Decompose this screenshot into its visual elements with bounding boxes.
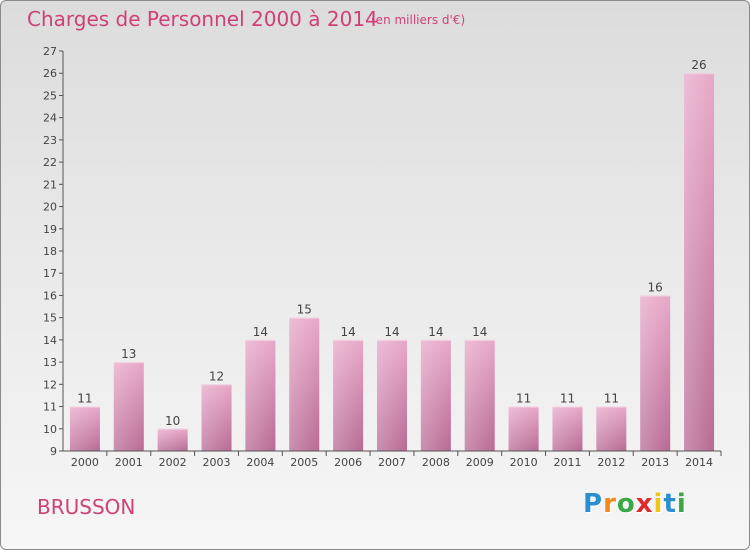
x-tick-label: 2011 bbox=[553, 456, 581, 469]
bar-value-label: 15 bbox=[297, 303, 312, 317]
bar-highlight bbox=[289, 317, 320, 451]
x-tick-label: 2000 bbox=[71, 456, 99, 469]
bar-highlight bbox=[420, 339, 451, 451]
x-tick-label: 2008 bbox=[422, 456, 450, 469]
y-tick-label: 14 bbox=[43, 334, 57, 347]
logo-letter: t bbox=[663, 489, 677, 519]
logo-letter: i bbox=[653, 489, 664, 519]
y-tick-label: 26 bbox=[43, 67, 57, 80]
y-tick-label: 13 bbox=[43, 356, 57, 369]
y-tick-label: 19 bbox=[43, 223, 57, 236]
bar-value-label: 26 bbox=[691, 58, 706, 72]
bar-value-label: 11 bbox=[77, 392, 92, 406]
bar-highlight bbox=[245, 339, 276, 451]
y-tick-label: 24 bbox=[43, 112, 57, 125]
y-tick-label: 23 bbox=[43, 134, 57, 147]
y-tick-label: 21 bbox=[43, 178, 57, 191]
bar-highlight bbox=[333, 339, 364, 451]
x-tick-label: 2006 bbox=[334, 456, 362, 469]
bar-highlight bbox=[508, 406, 539, 451]
x-tick-label: 2012 bbox=[597, 456, 625, 469]
chart-unit-note: (en milliers d'€) bbox=[371, 13, 466, 27]
bar-highlight bbox=[640, 295, 671, 451]
logo-letter: r bbox=[603, 489, 617, 519]
bar-highlight bbox=[113, 362, 144, 451]
bar-highlight bbox=[684, 73, 715, 451]
y-tick-label: 12 bbox=[43, 378, 57, 391]
logo-letter: P bbox=[583, 489, 604, 519]
proxiti-logo: Proxiti bbox=[583, 489, 687, 519]
y-tick-label: 15 bbox=[43, 312, 57, 325]
y-tick-label: 27 bbox=[43, 45, 57, 58]
y-tick-label: 16 bbox=[43, 289, 57, 302]
bar-highlight bbox=[157, 428, 188, 451]
bar-value-label: 14 bbox=[472, 325, 487, 339]
logo-letter: x bbox=[635, 489, 654, 519]
y-tick-label: 18 bbox=[43, 245, 57, 258]
y-tick-label: 11 bbox=[43, 401, 57, 414]
bar-value-label: 14 bbox=[428, 325, 443, 339]
chart-title: Charges de Personnel 2000 à 2014 bbox=[27, 7, 378, 31]
x-tick-label: 2009 bbox=[466, 456, 494, 469]
y-axis: 9 10 11 12 13 14 15 16 17 18 19 20 21 22 23 24 25 26 27 bbox=[43, 45, 64, 458]
logo-letter: o bbox=[616, 489, 636, 519]
bar-value-label: 11 bbox=[604, 392, 619, 406]
x-tick-label: 2005 bbox=[290, 456, 318, 469]
x-tick-label: 2014 bbox=[685, 456, 713, 469]
x-tick-label: 2013 bbox=[641, 456, 669, 469]
bar-value-label: 14 bbox=[253, 325, 268, 339]
y-tick-label: 10 bbox=[43, 423, 57, 436]
bars-group: 11 13 10 12 14 15 14 14 14 14 11 11 11 16 26 bbox=[69, 58, 715, 451]
bar-value-label: 13 bbox=[121, 347, 136, 361]
x-tick-label: 2002 bbox=[159, 456, 187, 469]
bar-value-label: 11 bbox=[560, 392, 575, 406]
bar-value-label: 16 bbox=[648, 280, 663, 294]
bar-value-label: 14 bbox=[384, 325, 399, 339]
bar-value-label: 14 bbox=[340, 325, 355, 339]
bar-value-label: 11 bbox=[516, 392, 531, 406]
bar-highlight bbox=[69, 406, 100, 451]
bar-highlight bbox=[464, 339, 495, 451]
logo-letter: i bbox=[676, 489, 687, 519]
x-tick-label: 2007 bbox=[378, 456, 406, 469]
y-tick-label: 25 bbox=[43, 89, 57, 102]
y-tick-label: 9 bbox=[50, 445, 57, 458]
bar-highlight bbox=[201, 384, 232, 451]
bar-value-label: 12 bbox=[209, 369, 224, 383]
x-tick-label: 2010 bbox=[510, 456, 538, 469]
bar-highlight bbox=[552, 406, 583, 451]
x-axis: 2000 2001 2002 2003 2004 2005 2006 2007 2008 2009… bbox=[63, 450, 722, 469]
bar-value-label: 10 bbox=[165, 414, 180, 428]
y-tick-label: 22 bbox=[43, 156, 57, 169]
bar-highlight bbox=[596, 406, 627, 451]
commune-name: BRUSSON bbox=[37, 495, 136, 519]
x-tick-label: 2004 bbox=[246, 456, 274, 469]
bar-highlight bbox=[377, 339, 407, 451]
y-tick-label: 20 bbox=[43, 201, 57, 214]
y-tick-label: 17 bbox=[43, 267, 57, 280]
x-tick-label: 2001 bbox=[115, 456, 143, 469]
x-tick-label: 2003 bbox=[203, 456, 231, 469]
